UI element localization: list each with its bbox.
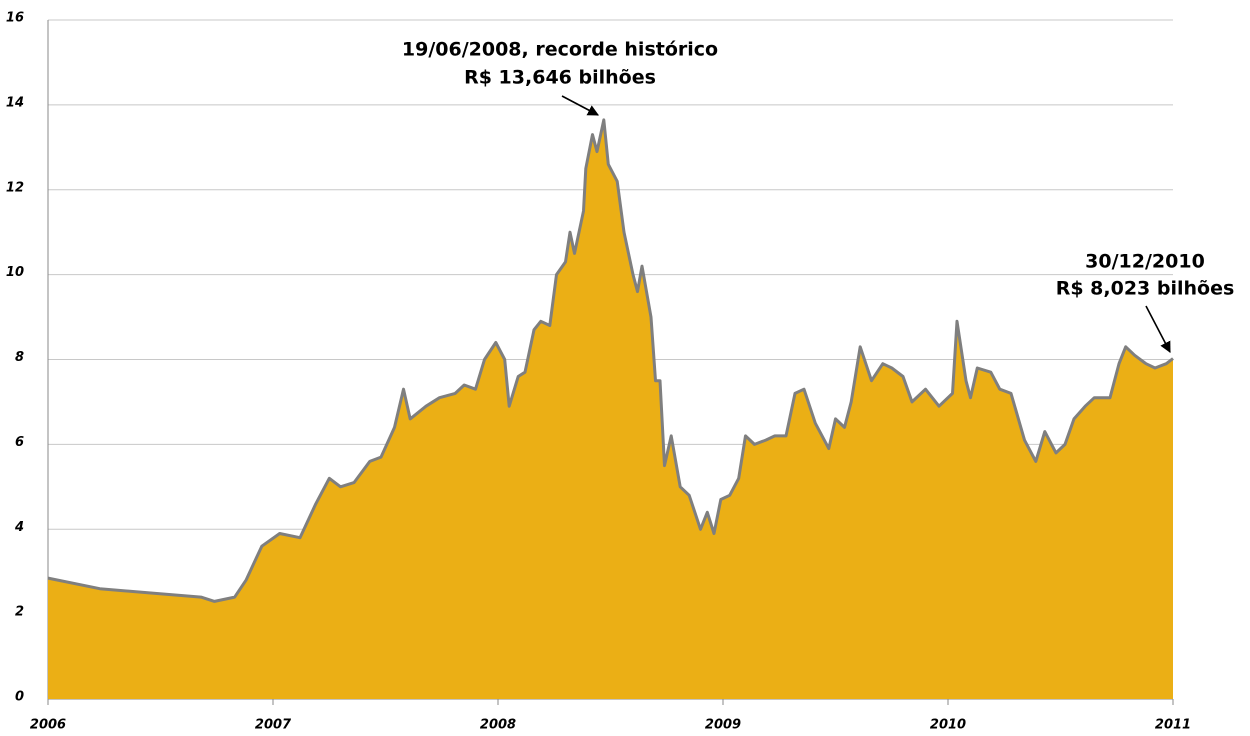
annotation-arrow [561,95,599,116]
x-tick-label: 2008 [480,718,516,733]
annotation-line: R$ 8,023 bilhões [1056,278,1235,300]
y-tick-label: 12 [6,180,24,195]
y-tick-label: 0 [15,690,24,705]
x-tick-label: 2010 [930,718,966,733]
labels: 19/06/2008, recorde histórico R$ 13,646 … [6,11,1234,733]
y-tick-label: 6 [15,435,24,450]
y-tick-label: 14 [6,95,24,110]
annotation-arrow [1145,305,1171,353]
y-tick-label: 10 [6,265,24,280]
x-tick-label: 2011 [1155,718,1191,733]
y-tick-label: 16 [6,11,24,26]
marks [47,118,1174,699]
annotation-line: 30/12/2010 [1085,251,1205,273]
y-tick-label: 2 [15,605,24,620]
y-tick-label: 4 [14,520,24,535]
x-tick-label: 2007 [255,718,292,733]
annotation-line: 19/06/2008, recorde histórico [402,39,718,61]
line [47,118,1174,603]
x-tick-label: 2006 [30,718,66,733]
area [48,119,1173,699]
x-tick-label: 2009 [705,718,741,733]
y-tick-label: 8 [15,350,24,365]
annotation-line: R$ 13,646 bilhões [464,67,656,89]
